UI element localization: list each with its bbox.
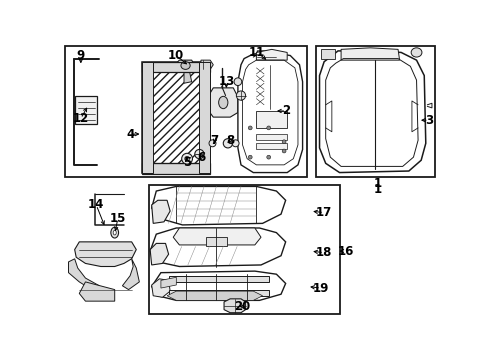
- Polygon shape: [151, 186, 285, 225]
- Ellipse shape: [223, 139, 232, 148]
- Polygon shape: [224, 299, 245, 313]
- Text: 8: 8: [225, 134, 234, 147]
- Ellipse shape: [248, 126, 252, 130]
- Text: 18: 18: [315, 246, 332, 259]
- Polygon shape: [173, 228, 261, 245]
- Bar: [64, 46, 306, 177]
- Ellipse shape: [232, 140, 239, 147]
- Ellipse shape: [194, 149, 203, 159]
- Polygon shape: [75, 242, 136, 266]
- Bar: [168, 276, 268, 282]
- Bar: [142, 62, 210, 72]
- Polygon shape: [150, 243, 168, 265]
- Polygon shape: [256, 49, 286, 60]
- Text: 4: 4: [126, 127, 134, 140]
- Text: 20: 20: [234, 300, 250, 313]
- Bar: [143, 63, 208, 171]
- Bar: [168, 289, 268, 296]
- Text: 15: 15: [109, 212, 126, 225]
- Bar: [316, 46, 434, 177]
- Bar: [75, 95, 97, 124]
- Ellipse shape: [236, 91, 245, 100]
- Text: 9: 9: [77, 49, 85, 62]
- Bar: [256, 143, 286, 149]
- Polygon shape: [122, 259, 139, 289]
- Polygon shape: [257, 51, 276, 65]
- Text: 6: 6: [196, 150, 204, 164]
- Polygon shape: [238, 53, 302, 172]
- Text: 10: 10: [168, 49, 184, 62]
- Ellipse shape: [218, 96, 227, 109]
- Polygon shape: [68, 259, 99, 289]
- Bar: [321, 49, 334, 59]
- Polygon shape: [150, 228, 285, 266]
- Bar: [142, 62, 153, 172]
- Polygon shape: [176, 60, 194, 71]
- Text: 5: 5: [183, 156, 191, 169]
- Text: 1: 1: [373, 177, 381, 190]
- Text: 1: 1: [373, 183, 381, 196]
- Text: 11: 11: [248, 46, 265, 59]
- Text: 13: 13: [218, 75, 234, 88]
- Text: 7: 7: [210, 134, 219, 147]
- Bar: [142, 62, 210, 172]
- Polygon shape: [151, 279, 170, 297]
- Ellipse shape: [282, 140, 285, 144]
- Polygon shape: [151, 200, 170, 223]
- Text: 3: 3: [424, 114, 432, 127]
- Ellipse shape: [410, 48, 421, 57]
- Ellipse shape: [266, 155, 270, 159]
- Polygon shape: [319, 51, 425, 172]
- Ellipse shape: [266, 126, 270, 130]
- Text: 12: 12: [73, 112, 89, 125]
- Ellipse shape: [184, 156, 189, 161]
- Polygon shape: [341, 48, 399, 60]
- Bar: [256, 134, 286, 140]
- Ellipse shape: [181, 62, 190, 69]
- Ellipse shape: [113, 230, 116, 235]
- Polygon shape: [208, 88, 238, 117]
- Text: 16: 16: [337, 244, 353, 258]
- Text: 14: 14: [88, 198, 104, 211]
- Ellipse shape: [182, 153, 192, 164]
- Bar: [199, 62, 210, 172]
- Text: 2: 2: [282, 104, 290, 117]
- Bar: [142, 163, 210, 174]
- Ellipse shape: [111, 227, 118, 238]
- Polygon shape: [205, 237, 226, 247]
- Polygon shape: [151, 271, 285, 300]
- Polygon shape: [201, 60, 213, 69]
- Polygon shape: [183, 71, 191, 83]
- Polygon shape: [167, 291, 262, 300]
- Ellipse shape: [208, 140, 216, 147]
- Text: 19: 19: [312, 282, 328, 294]
- Text: 17: 17: [315, 206, 331, 219]
- Ellipse shape: [282, 149, 285, 153]
- Bar: [148, 185, 339, 314]
- Polygon shape: [79, 282, 115, 301]
- Ellipse shape: [234, 78, 241, 86]
- Bar: [256, 111, 286, 128]
- Ellipse shape: [248, 155, 252, 159]
- Polygon shape: [161, 277, 176, 288]
